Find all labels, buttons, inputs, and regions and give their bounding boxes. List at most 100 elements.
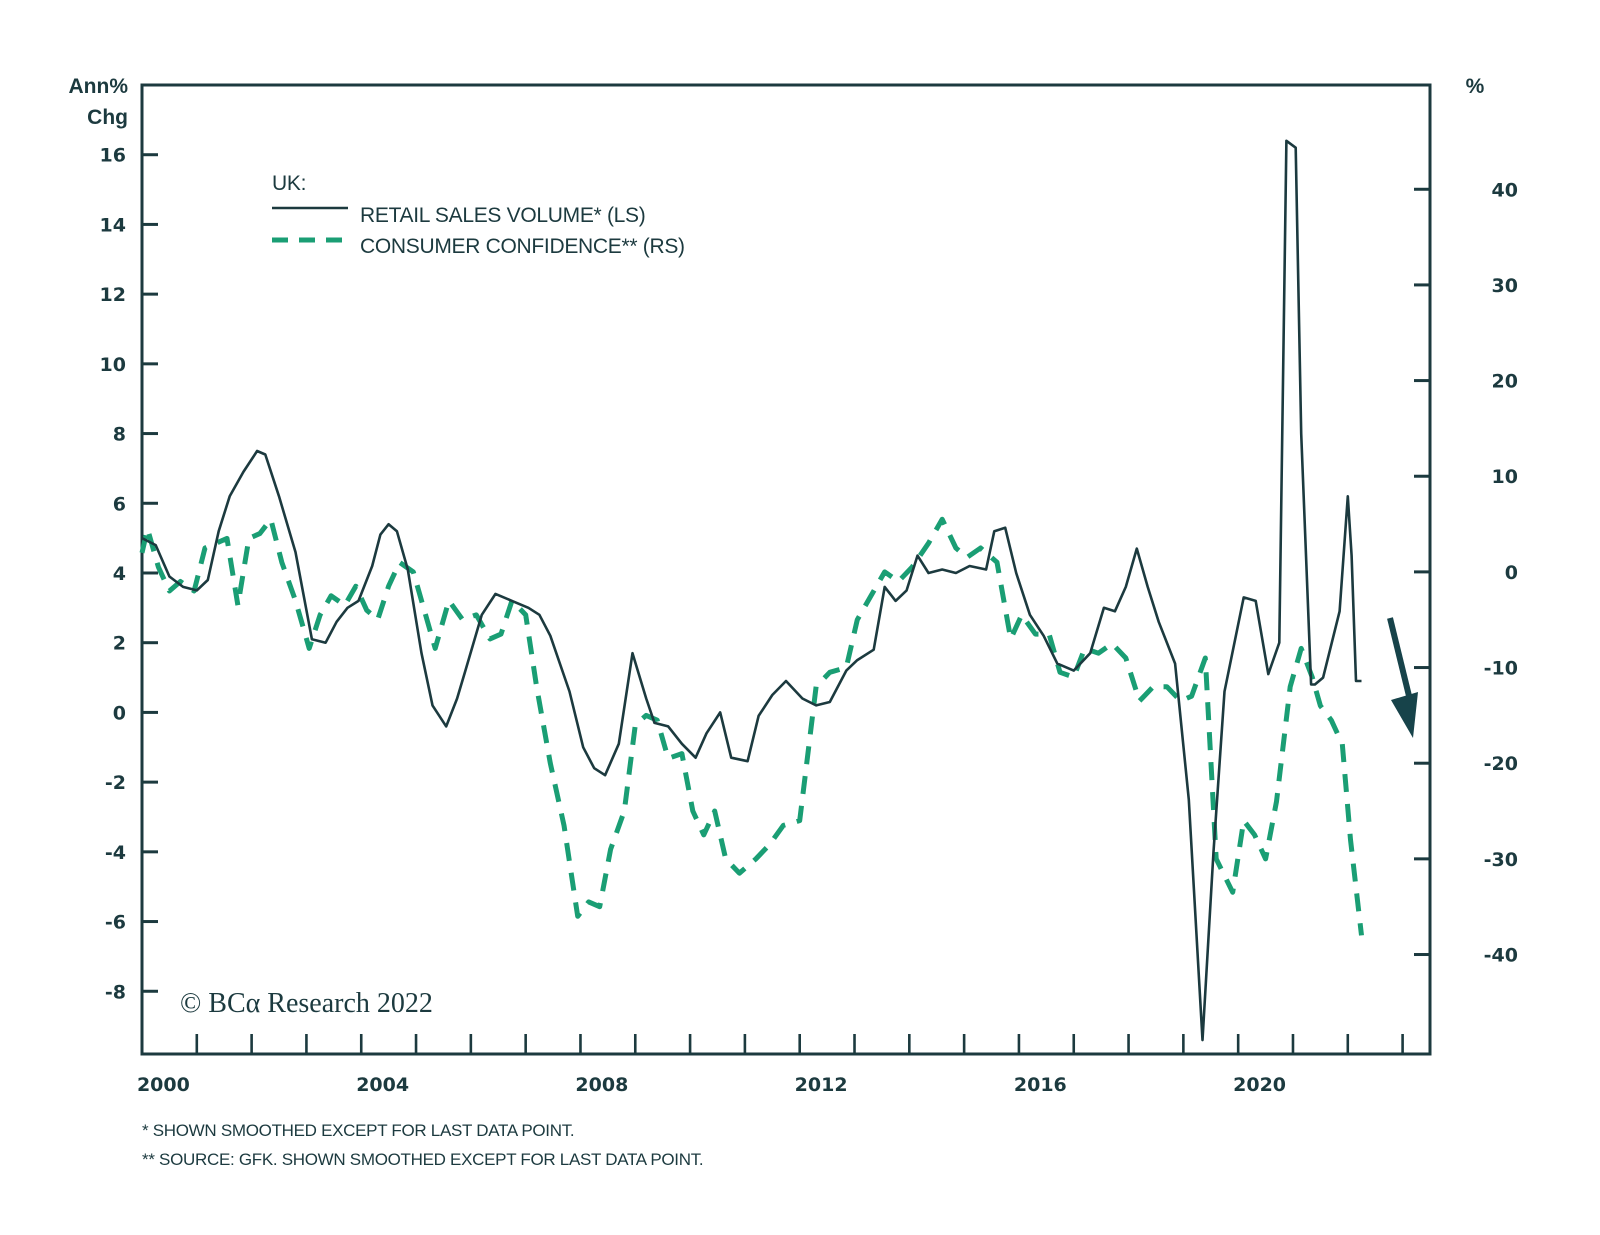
retail-data-point [549,635,551,637]
retail-data-point [941,568,943,570]
retail-data-point [705,732,707,734]
x-axis-tick-label: 2016 [1014,1074,1067,1096]
confidence-data-point [577,915,579,917]
confidence-data-point [609,848,611,850]
confidence-data-point [829,671,831,673]
retail-data-point [1157,621,1159,623]
retail-data-point [456,697,458,699]
confidence-data-point [768,843,770,845]
retail-data-point [985,568,987,570]
retail-data-point [228,495,230,497]
confidence-data-point [1319,705,1321,707]
retail-data-point [604,774,606,776]
confidence-data-point [1125,657,1127,659]
retail-data-point [1255,600,1257,602]
retail-data-point [294,551,296,553]
retail-data-point [1015,572,1017,574]
confidence-data-point [259,532,261,534]
confidence-data-point [500,633,502,635]
left-axis-tick-label: 10 [100,354,126,376]
retail-data-point [582,746,584,748]
bca-copyright-watermark: © BCα Research 2022 [180,988,433,1019]
retail-data-point [396,530,398,532]
retail-data-point [719,711,721,713]
legend: UK: RETAIL SALES VOLUME* (LS) CONSUMER C… [272,172,685,258]
confidence-data-point [755,858,757,860]
left-axis-tick-label: 14 [100,214,126,236]
x-axis: 2000 2004 2008 2012 2016 2020 [137,1034,1404,1096]
confidence-data-point [448,599,450,601]
retail-data-point [1310,683,1312,685]
retail-data-point [968,565,970,567]
retail-data-point [1223,690,1225,692]
confidence-data-point [237,604,239,606]
legend-heading: UK: [272,172,306,195]
footnote-retail: * SHOWN SMOOTHED EXCEPT FOR LAST DATA PO… [142,1121,575,1140]
confidence-data-point [226,537,228,539]
confidence-data-point [1179,700,1181,702]
retail-data-point [1004,526,1006,528]
footnote-confidence: ** SOURCE: GFK. SHOWN SMOOTHED EXCEPT FO… [142,1150,704,1169]
retail-data-point [256,450,258,452]
confidence-data-point [667,757,669,759]
confidence-data-point [1166,685,1168,687]
retail-data-point [1347,495,1349,497]
confidence-data-point [941,518,943,520]
confidence-data-point [1300,647,1302,649]
retail-data-point [387,523,389,525]
retail-data-point [1295,147,1297,149]
retail-data-point [445,725,447,727]
confidence-data-point [294,599,296,601]
retail-data-point [955,572,957,574]
retail-data-point [1314,683,1316,685]
retail-data-point [538,614,540,616]
confidence-data-point [366,609,368,611]
right-axis: 40 30 20 10 0 -10 -20 -30 -40 [1414,179,1518,967]
retail-data-point [1338,610,1340,612]
left-axis-tick-label: 6 [113,493,126,515]
right-axis-tick-label: 40 [1492,179,1518,201]
left-axis-tick-label: -2 [105,772,126,794]
confidence-data-point [883,571,885,573]
confidence-data-point [434,647,436,649]
confidence-data-point [1289,685,1291,687]
retail-data-point [667,725,669,727]
confidence-data-point [1034,633,1036,635]
series-line-consumer-confidence [139,516,1364,936]
retail-data-point [1201,1039,1203,1041]
confidence-data-point [897,580,899,582]
retail-data-point [196,589,198,591]
confidence-data-point [535,685,537,687]
retail-data-point [1322,676,1324,678]
confidence-data-point [1190,695,1192,697]
confidence-data-point [714,810,716,812]
confidence-data-point [1152,685,1154,687]
right-axis-tick-label: -20 [1484,753,1518,775]
confidence-data-point [1048,633,1050,635]
confidence-data-point [1360,934,1362,936]
confidence-data-point [168,590,170,592]
retail-data-point [527,607,529,609]
confidence-data-point [856,619,858,621]
down-arrow-icon [1387,617,1418,738]
confidence-data-point [1059,671,1061,673]
retail-data-point [357,600,359,602]
confidence-data-point [598,905,600,907]
retail-data-point [1042,635,1044,637]
confidence-data-point [799,819,801,821]
confidence-data-point [1138,700,1140,702]
x-axis-tick-label: 2012 [795,1074,848,1096]
confidence-data-point [845,666,847,668]
retail-data-point [1029,614,1031,616]
confidence-data-point [1084,647,1086,649]
right-axis-tick-label: -30 [1484,849,1518,871]
confidence-data-point [911,566,913,568]
confidence-data-point [398,561,400,563]
confidence-data-point [645,714,647,716]
x-axis-tick-label: 2020 [1233,1074,1286,1096]
retail-data-point [335,621,337,623]
retail-data-point [1147,586,1149,588]
retail-data-point [218,530,220,532]
retail-data-point [420,652,422,654]
